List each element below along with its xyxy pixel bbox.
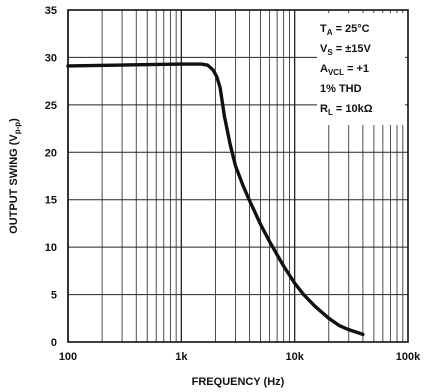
y-tick-label: 5 (51, 290, 57, 302)
x-tick-label: 100 (59, 351, 77, 363)
annotation-line: AVCL = +1 (320, 63, 369, 77)
series-layer (66, 62, 365, 337)
conditions-annotation: TA = 25°C VS = ±15V AVCL = +1 1% THD RL = 10… (317, 13, 405, 125)
y-tick-label: 10 (45, 242, 57, 254)
x-tick-label: 1k (175, 351, 188, 363)
plot-frame (67, 9, 409, 343)
annotation-line: TA = 25°C (320, 23, 370, 37)
annotation-background (317, 13, 405, 125)
x-tick-label: 100k (396, 351, 421, 363)
y-tick-label: 15 (45, 195, 57, 207)
x-axis-title: FREQUENCY (Hz) (192, 376, 285, 388)
annotation-line: VS = ±15V (320, 43, 371, 57)
x-tick-label: 10k (285, 351, 304, 363)
y-tick-label: 25 (45, 100, 57, 112)
y-tick-label: 35 (45, 5, 57, 17)
tick-labels: 100 1k 10k 100k 0 5 10 15 20 25 30 35 (45, 5, 421, 363)
y-tick-label: 0 (51, 337, 57, 349)
y-tick-label: 20 (45, 147, 57, 159)
y-tick-label: 30 (45, 52, 57, 64)
annotation-line: RL = 10kΩ (320, 103, 373, 117)
series-line (66, 62, 365, 337)
annotation-line: 1% THD (320, 83, 362, 95)
y-axis-title-text: OUTPUT SWING (Vp-p) (8, 118, 22, 234)
y-axis-title: OUTPUT SWING (Vp-p) (8, 118, 22, 234)
